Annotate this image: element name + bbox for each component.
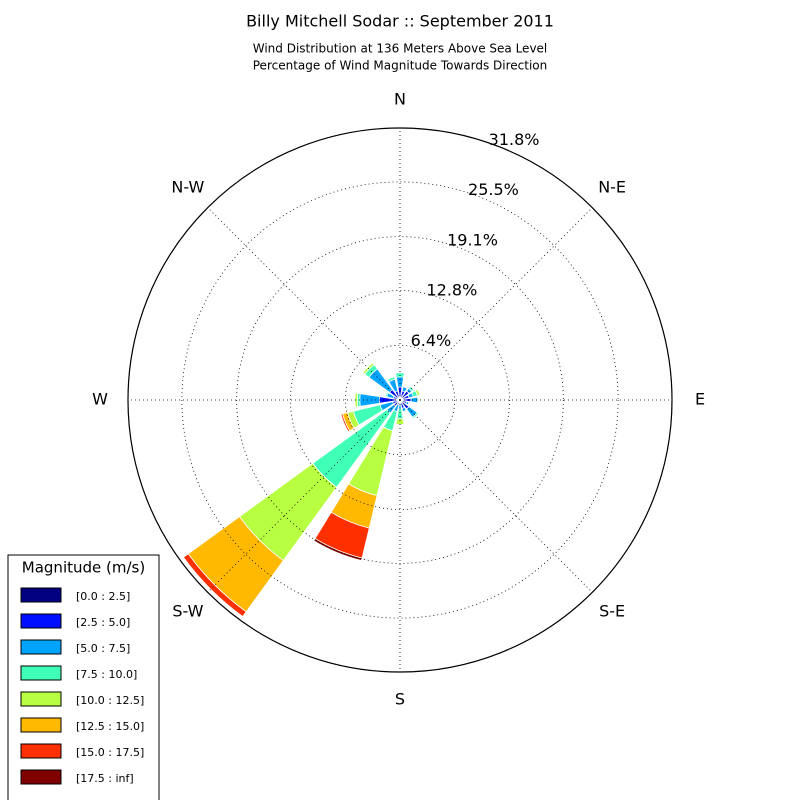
legend-swatch [20, 743, 62, 759]
legend-label: [2.5 : 5.0] [76, 616, 130, 629]
chart-subtitle: Percentage of Wind Magnitude Towards Dir… [253, 59, 547, 73]
r-tick-label: 12.8% [426, 280, 477, 299]
legend-swatch [20, 587, 62, 603]
direction-label: W [92, 390, 108, 409]
direction-label: N [394, 90, 406, 109]
wind-bar [313, 538, 363, 562]
legend-swatch [20, 717, 62, 733]
grid-ring [290, 290, 510, 510]
legend: Magnitude (m/s) [0.0 : 2.5] [2.5 : 5.0] [5.… [7, 554, 160, 800]
legend-label: [7.5 : 10.0] [76, 668, 137, 681]
direction-label: S [395, 690, 405, 709]
grid-ring [344, 344, 456, 456]
r-tick-label: 31.8% [489, 130, 540, 149]
legend-label: [15.0 : 17.5] [76, 746, 144, 759]
wind-bar [395, 372, 405, 378]
chart-subtitle: Wind Distribution at 136 Meters Above Se… [253, 42, 548, 56]
legend-swatch [20, 665, 62, 681]
grid-spoke [399, 207, 593, 401]
legend-label: [12.5 : 15.0] [76, 720, 144, 733]
wind-bar [359, 393, 381, 407]
polar-frame [127, 127, 673, 673]
direction-label: N-E [598, 177, 626, 196]
legend-swatch [20, 613, 62, 629]
grid-spoke [399, 399, 593, 593]
direction-label: N-W [171, 177, 204, 196]
wind-bar [395, 376, 405, 388]
wind-bar [362, 362, 374, 374]
legend-label: [10.0 : 12.5] [76, 694, 144, 707]
r-tick-label: 19.1% [447, 231, 498, 250]
legend-label: [5.0 : 7.5] [76, 642, 130, 655]
legend-swatch [20, 639, 62, 655]
direction-label: S-W [172, 602, 203, 621]
wind-bar [384, 391, 388, 397]
legend-title: Magnitude (m/s) [22, 559, 145, 577]
r-tick-label: 6.4% [411, 331, 452, 350]
r-tick-label: 25.5% [468, 180, 519, 199]
direction-label: S-E [599, 602, 625, 621]
legend-label: [0.0 : 2.5] [76, 590, 130, 603]
wind-bar [395, 418, 405, 426]
grid-ring [236, 236, 564, 564]
chart-title: Billy Mitchell Sodar :: September 2011 [246, 12, 554, 31]
wind-bar [413, 413, 420, 420]
grid-spoke [207, 399, 401, 593]
legend-swatch [20, 691, 62, 707]
direction-label: E [695, 390, 705, 409]
wind-bar [183, 557, 243, 617]
wind-bar [387, 376, 395, 380]
grid-spoke [207, 207, 401, 401]
legend-label: [17.5 : inf] [76, 772, 134, 785]
legend-swatch [20, 769, 62, 785]
grid-ring [181, 181, 619, 619]
